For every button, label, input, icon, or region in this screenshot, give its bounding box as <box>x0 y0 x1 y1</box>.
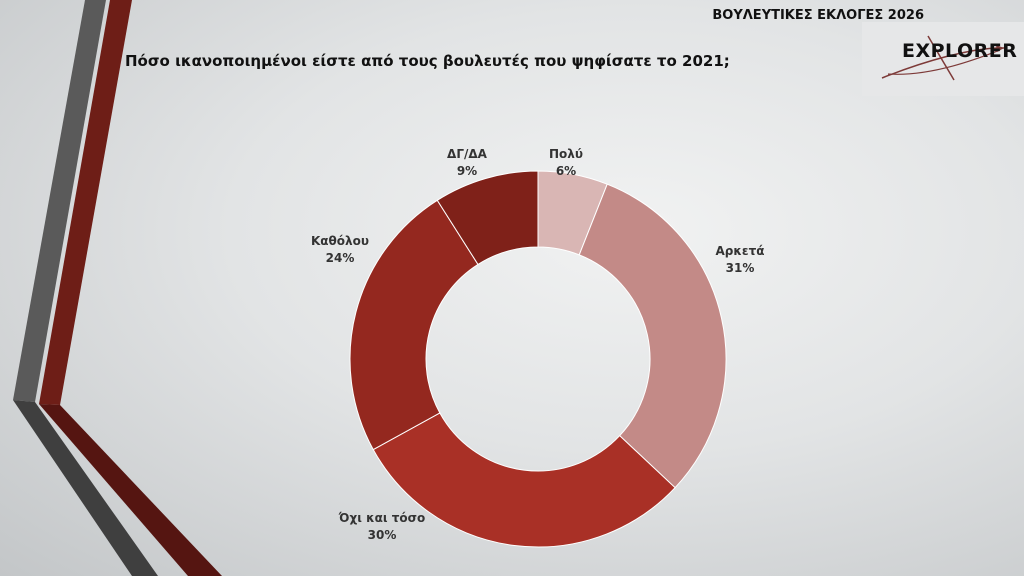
slice-category-label: ΔΓ/ΔΑ <box>447 147 488 161</box>
explorer-logo: EXPLORER <box>862 22 1024 96</box>
slice-value-label: 9% <box>457 164 477 178</box>
logo-arrows-icon <box>881 35 1005 81</box>
slice-value-label: 6% <box>556 164 576 178</box>
slice-4 <box>436 170 539 266</box>
slice-2 <box>372 412 676 548</box>
slice-1 <box>578 183 727 489</box>
survey-header: ΒΟΥΛΕΥΤΙΚΕΣ ΕΚΛΟΓΕΣ 2026 <box>712 8 924 23</box>
slice-value-label: 31% <box>726 261 755 275</box>
slice-value-label: 30% <box>368 528 397 542</box>
slice-category-label: Αρκετά <box>716 244 765 258</box>
chart-title: Πόσο ικανοποιημένοι είστε από τους βουλε… <box>125 52 730 70</box>
slice-value-label: 24% <box>326 251 355 265</box>
slice-category-label: Πολύ <box>549 147 583 161</box>
slice-category-label: Καθόλου <box>311 234 369 248</box>
slice-category-label: Όχι και τόσο <box>338 511 425 525</box>
slice-3 <box>349 199 479 451</box>
